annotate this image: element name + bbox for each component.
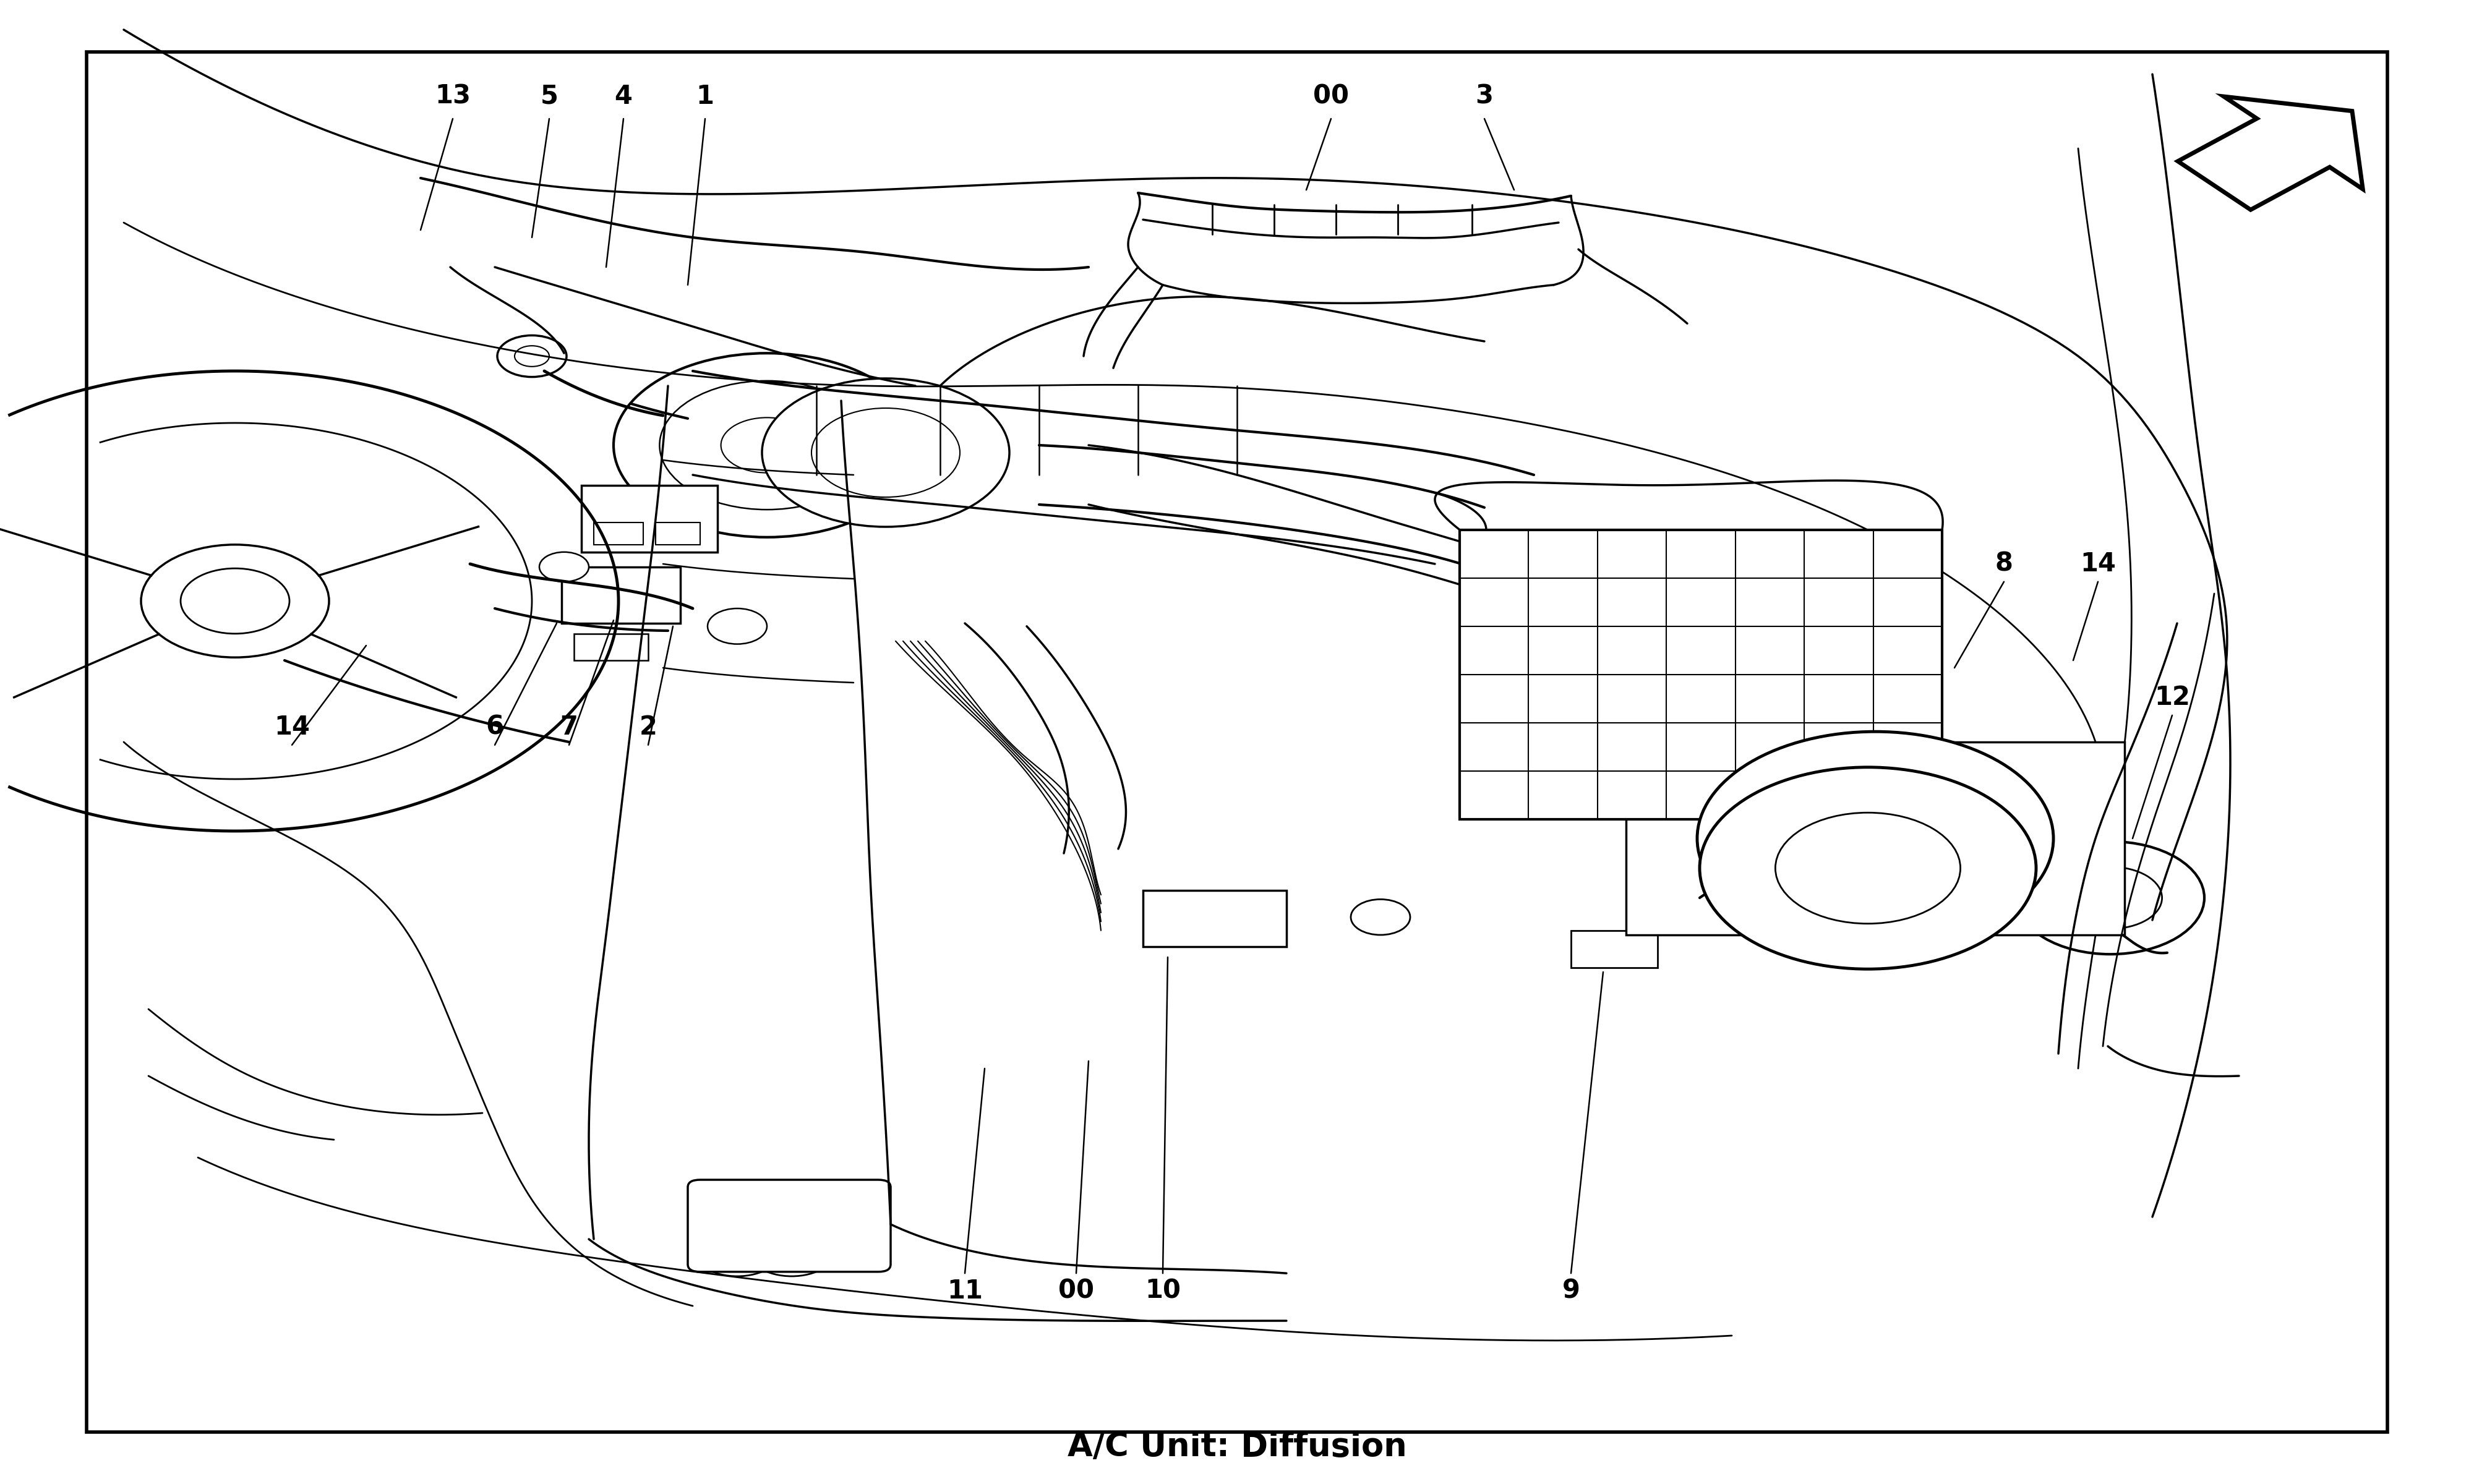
Text: 9: 9 [1561,1278,1581,1304]
Bar [562,567,680,623]
Circle shape [141,545,329,657]
Circle shape [1351,899,1410,935]
Bar [581,485,717,552]
Circle shape [747,1223,836,1276]
Text: 00: 00 [1314,83,1348,110]
Bar [1625,742,2125,935]
Circle shape [1697,732,2053,945]
Text: 2: 2 [638,714,658,741]
Text: A/C Unit: Diffusion: A/C Unit: Diffusion [1066,1431,1408,1463]
FancyBboxPatch shape [688,1180,891,1272]
Text: 13: 13 [435,83,470,110]
Text: 7: 7 [559,714,579,741]
Circle shape [2016,841,2204,954]
Text: 8: 8 [1994,551,2014,577]
Text: 4: 4 [614,83,633,110]
Text: 1: 1 [695,83,715,110]
Circle shape [539,552,589,582]
Text: 12: 12 [2155,684,2189,711]
Text: 10: 10 [1145,1278,1180,1304]
Polygon shape [2177,96,2363,209]
Text: 14: 14 [2081,551,2115,577]
Circle shape [693,1223,782,1276]
Text: 14: 14 [275,714,309,741]
Text: 6: 6 [485,714,505,741]
Circle shape [747,1190,836,1244]
Text: 00: 00 [1059,1278,1094,1304]
Circle shape [1700,767,2036,969]
Bar [656,522,700,545]
Text: 3: 3 [1475,83,1494,110]
Bar [594,522,643,545]
Text: 5: 5 [539,83,559,110]
Circle shape [614,353,920,537]
Bar [1460,530,1942,819]
Bar [574,634,648,660]
Circle shape [809,1212,883,1257]
Circle shape [708,608,767,644]
Circle shape [693,1190,782,1244]
Text: 11: 11 [948,1278,982,1304]
Bar [1571,930,1658,968]
Circle shape [497,335,567,377]
Circle shape [762,378,1009,527]
Bar [1143,890,1286,947]
